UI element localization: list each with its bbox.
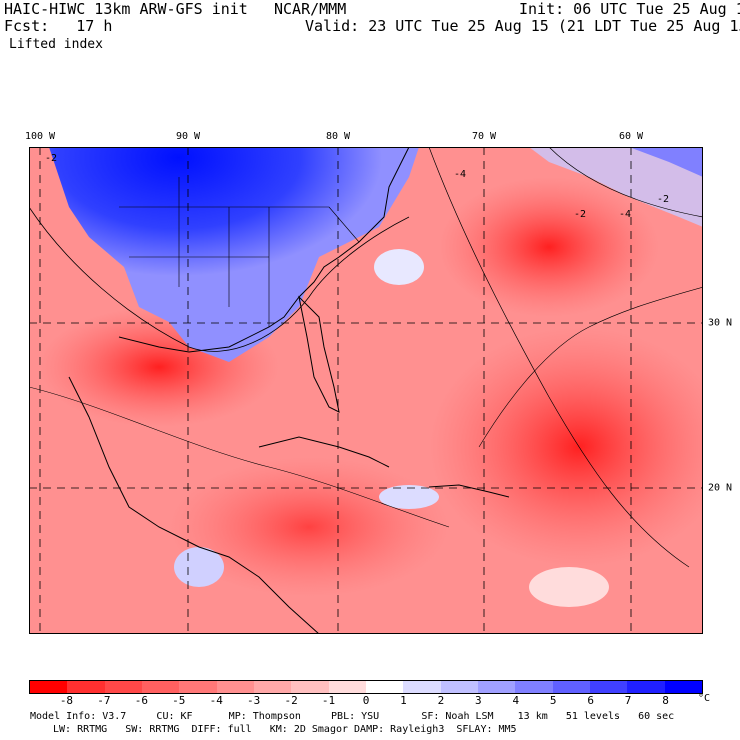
contour-line <box>29 206 410 352</box>
colorbar-tick-label: 4 <box>512 694 520 707</box>
lat-label-30n: 30 N <box>708 317 733 329</box>
colorbar <box>29 680 703 694</box>
stable-airmass <box>49 147 419 362</box>
stable-airmass <box>174 547 224 587</box>
colorbar-tick-label: 8 <box>662 694 669 707</box>
coastline <box>68 376 320 634</box>
coastline <box>298 295 340 413</box>
unstable-region <box>439 177 659 317</box>
forecast-hour: Fcst: 17 h <box>4 17 113 35</box>
colorbar-tick-label: -5 <box>172 694 186 707</box>
lat-label-20n: 20 N <box>708 482 733 494</box>
colorbar-cell <box>589 681 628 693</box>
contour-label: -2 <box>45 153 57 164</box>
colorbar-tick-label: -8 <box>59 694 74 707</box>
colorbar-cell <box>291 681 329 693</box>
valid-time: Valid: 23 UTC Tue 25 Aug 15 (21 LDT Tue … <box>305 17 740 35</box>
colorbar-cell <box>104 681 142 693</box>
organization: NCAR/MMM <box>274 0 347 18</box>
colorbar-cell <box>253 681 292 693</box>
stable-airmass <box>374 249 424 285</box>
colorbar-tick-label: 3 <box>475 694 482 707</box>
coastline <box>118 147 410 353</box>
lon-label-70w: 70 W <box>471 131 497 142</box>
graticule <box>29 147 703 634</box>
colorbar-tick-label: 7 <box>624 694 632 707</box>
colorbar-tick-label: -7 <box>97 694 111 707</box>
init-time: Init: 06 UTC Tue 25 Aug 15 <box>519 0 740 18</box>
colorbar-cell <box>216 681 254 693</box>
field-name: Lifted index <box>9 37 103 52</box>
model-info-line2: LW: RRTMG SW: RRTMG DIFF: full KM: 2D Sm… <box>53 724 517 735</box>
colorbar-cell <box>328 681 366 693</box>
stable-airmass <box>529 567 609 607</box>
contour-label: -4 <box>454 169 466 180</box>
contour-label: -4 <box>619 209 631 220</box>
coastline <box>258 436 390 468</box>
colorbar-cell <box>477 681 516 693</box>
contour-line <box>478 286 703 448</box>
lon-label-80w: 80 W <box>325 131 351 142</box>
coastline <box>428 484 510 498</box>
colorbar-tick-label: -4 <box>209 694 223 707</box>
colorbar-cell <box>627 681 665 693</box>
contour-line <box>428 147 690 568</box>
lon-label-100w: 100 W <box>24 131 56 142</box>
colorbar-cell <box>365 681 404 693</box>
colorbar-tick-label: 0 <box>362 694 370 707</box>
unstable-region <box>429 327 703 567</box>
colorbar-tick-label: 6 <box>587 694 594 707</box>
model-title: HAIC-HIWC 13km ARW-GFS init <box>4 0 248 18</box>
contour-label: -2 <box>657 194 669 205</box>
state-border <box>119 177 360 327</box>
colorbar-cell <box>664 681 702 693</box>
colorbar-cell <box>30 681 68 693</box>
colorbar-cell <box>403 681 441 693</box>
colorbar-cell <box>552 681 590 693</box>
colorbar-cell <box>179 681 217 693</box>
lon-label-60w: 60 W <box>618 131 644 142</box>
colorbar-tick-label: -6 <box>134 694 148 707</box>
colorbar-cell <box>515 681 553 693</box>
model-info-line1: Model Info: V3.7 CU: KF MP: Thompson PBL… <box>30 711 675 722</box>
map-frame <box>29 147 703 634</box>
colorbar-tick-label: -3 <box>247 694 261 707</box>
lon-label-90w: 90 W <box>175 131 201 142</box>
colorbar-cell <box>440 681 478 693</box>
colorbar-tick-label: 5 <box>549 694 557 707</box>
unstable-region <box>169 457 449 597</box>
stable-airmass <box>379 485 439 509</box>
contour-label: -2 <box>574 209 586 220</box>
stable-airmass <box>629 147 703 177</box>
colorbar-cell <box>141 681 180 693</box>
colorbar-unit: °C <box>698 693 711 704</box>
colorbar-tick-label: -1 <box>321 694 336 707</box>
contour-line <box>548 147 703 218</box>
lifted-index-map: -2 -4 -2 -4 -2 <box>29 147 703 634</box>
colorbar-tick-label: 2 <box>437 694 445 707</box>
colorbar-tick-label: 1 <box>400 694 407 707</box>
colorbar-cell <box>67 681 105 693</box>
contour-line <box>29 386 450 528</box>
colorbar-tick-label: -2 <box>284 694 298 707</box>
